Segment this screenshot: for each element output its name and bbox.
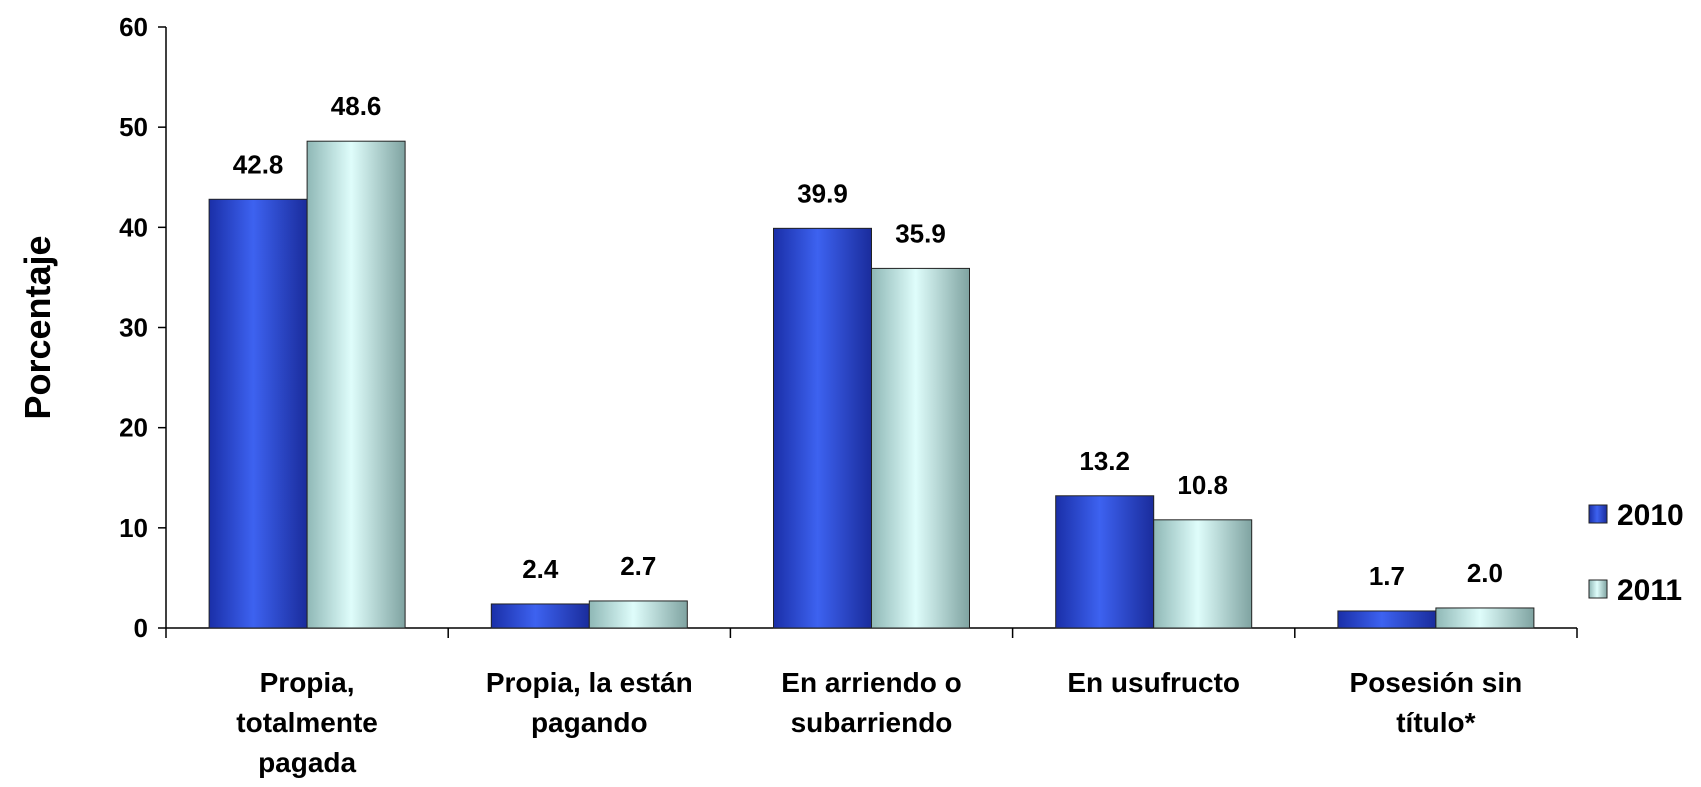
bar-2010: [208, 198, 308, 629]
x-category-label: Posesión sin título*: [1350, 667, 1523, 738]
y-tick-label: 0: [134, 613, 148, 643]
bar-2011: [588, 600, 688, 629]
data-label: 1.7: [1369, 561, 1405, 591]
data-label: 48.6: [331, 91, 382, 121]
legend-swatch-2011: [1588, 579, 1608, 599]
legend-label: 2011: [1617, 574, 1682, 607]
data-label: 2.7: [620, 551, 656, 581]
data-label: 35.9: [895, 218, 946, 248]
bar-2011: [306, 140, 406, 629]
bar-2010: [773, 227, 872, 629]
data-label: 13.2: [1079, 446, 1130, 476]
y-tick-label: 20: [119, 413, 148, 443]
bar-2011: [1153, 519, 1253, 629]
y-tick-label: 10: [119, 513, 148, 543]
x-category-label: En arriendo o subarriendo: [781, 667, 961, 738]
bar-2010: [490, 603, 590, 629]
bars: [208, 140, 1535, 629]
bar-2010: [1337, 610, 1437, 629]
data-label: 42.8: [233, 149, 284, 179]
data-label: 10.8: [1177, 470, 1228, 500]
data-label: 2.0: [1467, 558, 1503, 588]
axes: 0 10 20 30 40 50 60 Propia, totalmente pagada Prop…: [17, 12, 1578, 778]
data-labels: 42.8 2.4 39.9 13.2 1.7 48.6 2.7 35.9 10.8 2.0: [233, 91, 1503, 591]
x-category-label: Propia, totalmente pagada: [236, 667, 378, 778]
y-tick-label: 40: [119, 212, 148, 242]
legend-label: 2010: [1617, 499, 1684, 532]
x-category-label: En usufructo: [1067, 667, 1240, 698]
data-label: 39.9: [797, 178, 848, 208]
y-tick-label: 30: [119, 313, 148, 343]
y-tick-label: 50: [119, 112, 148, 142]
bar-2010: [1055, 495, 1155, 629]
legend: 2010 2011: [1588, 499, 1684, 607]
y-tick-label: 60: [119, 12, 148, 42]
x-category-label: Propia, la están pagando: [486, 667, 693, 738]
bar-2011: [1435, 607, 1535, 629]
y-axis-title: Porcentaje: [17, 235, 58, 419]
bar-2011: [871, 267, 970, 629]
legend-swatch-2010: [1588, 504, 1608, 524]
data-label: 2.4: [522, 554, 559, 584]
